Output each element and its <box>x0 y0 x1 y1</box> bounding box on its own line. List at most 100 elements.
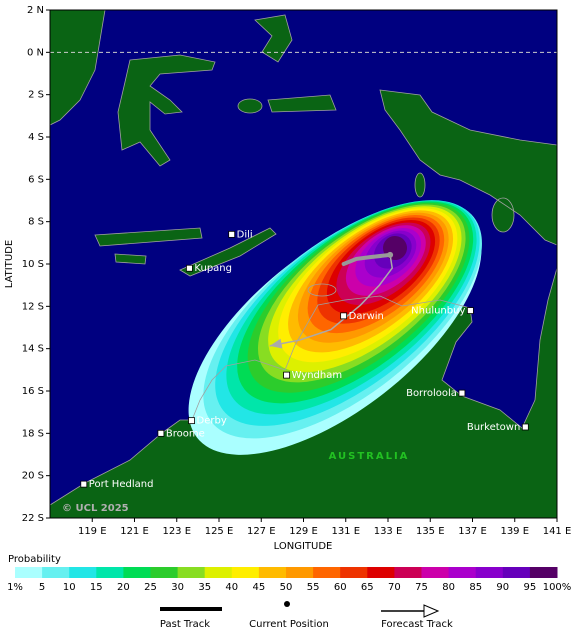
map-frame <box>49 9 558 519</box>
place-marker <box>80 480 88 488</box>
legend-label: 15 <box>90 582 103 593</box>
place-marker <box>186 264 193 272</box>
forecast-track-key-arrow <box>423 604 440 618</box>
place-marker <box>228 230 236 238</box>
legend-swatch <box>421 567 450 578</box>
legend-swatch <box>475 567 504 578</box>
legend-label: 80 <box>442 582 455 593</box>
legend-label: 65 <box>361 582 374 593</box>
place-label: Burketown <box>467 422 520 433</box>
y-tick-label: 22 S <box>22 513 44 524</box>
legend-label: 40 <box>225 582 238 593</box>
place-label: Port Hedland <box>89 479 154 490</box>
legend-label: 100% <box>543 582 572 593</box>
x-tick-label: 127 E <box>247 526 276 537</box>
legend-label: 20 <box>117 582 130 593</box>
place-label: Nhulunbuy <box>411 306 465 317</box>
place-label: Kupang <box>194 263 232 274</box>
legend-swatch <box>258 567 287 578</box>
grid <box>46 9 558 522</box>
place-marker <box>188 417 195 425</box>
forecast-arrowhead <box>269 338 283 349</box>
y-tick-label: 10 S <box>22 259 44 270</box>
x-tick-label: 123 E <box>162 526 191 537</box>
copyright: © UCL 2025 <box>62 503 129 514</box>
x-tick-label: 139 E <box>500 526 529 537</box>
legend-swatch <box>123 567 151 578</box>
legend-swatch <box>529 567 558 578</box>
y-tick-label: 16 S <box>22 386 44 397</box>
overlay: Dili Kupang Darwin Nhulunbuy Wyndham DerbyBro… <box>80 229 529 490</box>
legend-swatch <box>231 567 260 578</box>
current-position-key <box>284 601 290 607</box>
legend-label: 25 <box>144 582 157 593</box>
legend-title: Probability <box>8 554 61 565</box>
place-label: Borroloola <box>406 388 457 399</box>
legend-swatch <box>204 567 233 578</box>
y-tick-label: 2 N <box>27 5 44 16</box>
place-marker <box>157 429 165 437</box>
legend-swatch <box>177 567 206 578</box>
legend-swatch <box>15 567 43 578</box>
track-legend-label: Forecast Track <box>381 619 453 630</box>
x-tick-label: 129 E <box>289 526 318 537</box>
x-tick-label: 125 E <box>205 526 234 537</box>
x-tick-label: 119 E <box>78 526 107 537</box>
past-track <box>341 252 393 266</box>
legend-swatch <box>286 567 314 578</box>
y-tick-label: 18 S <box>22 428 44 439</box>
legend-label: 95 <box>524 582 537 593</box>
place-label: Broome <box>166 428 205 439</box>
legend-swatch <box>394 567 422 578</box>
legend-swatch <box>96 567 124 578</box>
y-tick-label: 4 S <box>28 132 44 143</box>
legend-label: 5 <box>39 582 45 593</box>
place-marker <box>521 423 529 431</box>
place-label: Derby <box>197 416 227 427</box>
x-tick-label: 137 E <box>458 526 487 537</box>
legend-swatch <box>42 567 70 578</box>
place-label: Dili <box>237 229 253 240</box>
current-position <box>387 251 394 258</box>
legend-swatch <box>448 567 477 578</box>
y-tick-label: 6 S <box>28 174 44 185</box>
legend-swatch <box>502 567 531 578</box>
legend-swatch <box>69 567 97 578</box>
legend-label: 35 <box>198 582 211 593</box>
legend-label: 30 <box>171 582 184 593</box>
y-tick-label: 2 S <box>28 90 44 101</box>
x-tick-label: 141 E <box>543 526 572 537</box>
y-axis-label: LATITUDE <box>4 240 15 288</box>
place-label: Wyndham <box>292 370 343 381</box>
legend-label: 55 <box>307 582 320 593</box>
legend-label: 60 <box>334 582 347 593</box>
legend-label: 45 <box>253 582 266 593</box>
legend-label: 85 <box>469 582 482 593</box>
x-tick-label: 121 E <box>120 526 149 537</box>
x-tick-label: 133 E <box>374 526 403 537</box>
legend-label: 10 <box>63 582 76 593</box>
legend-swatch <box>313 567 341 578</box>
place-marker <box>466 307 474 314</box>
legend-swatch <box>367 567 395 578</box>
x-tick-label: 131 E <box>331 526 360 537</box>
probability-field <box>188 200 482 455</box>
x-axis-label: LONGITUDE <box>274 541 333 552</box>
track-legend-label: Current Position <box>249 619 329 630</box>
forecast-track <box>269 254 394 347</box>
legend-label: 70 <box>388 582 401 593</box>
legend-label: 75 <box>415 582 428 593</box>
track-legend-label: Past Track <box>160 619 210 630</box>
legend-swatch <box>340 567 368 578</box>
y-tick-label: 0 N <box>27 47 44 58</box>
legend-label: 50 <box>280 582 293 593</box>
x-tick-label: 135 E <box>416 526 445 537</box>
place-marker <box>340 312 348 320</box>
legend-label: 90 <box>496 582 509 593</box>
place-marker <box>458 389 466 397</box>
y-tick-label: 12 S <box>22 301 44 312</box>
y-tick-label: 20 S <box>22 471 44 482</box>
region-label: AUSTRALIA <box>329 451 410 462</box>
legend-swatch <box>150 567 179 578</box>
